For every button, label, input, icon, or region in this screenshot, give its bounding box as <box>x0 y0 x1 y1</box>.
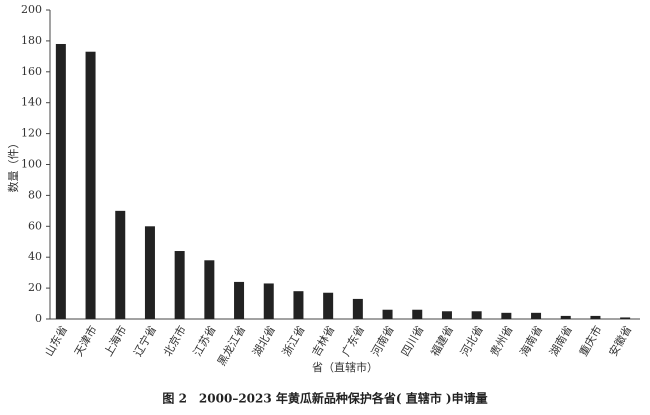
bar <box>471 311 482 319</box>
x-tick-label: 安徽省 <box>606 323 635 359</box>
bar <box>412 309 423 319</box>
x-tick-label: 吉林省 <box>309 323 338 359</box>
x-tick-label: 河北省 <box>458 324 486 359</box>
x-tick-label: 河南省 <box>369 324 397 359</box>
x-tick-label: 贵州省 <box>488 323 516 358</box>
y-tick-label: 200 <box>21 3 42 16</box>
bar <box>531 312 542 319</box>
x-tick-label: 浙江省 <box>280 324 308 359</box>
x-tick-label: 广东省 <box>339 324 367 359</box>
x-tick-label: 江苏省 <box>191 324 219 359</box>
y-tick-label: 120 <box>21 127 42 140</box>
bar <box>560 315 571 319</box>
bar <box>382 309 393 319</box>
y-axis-label: 数量（件） <box>7 138 20 193</box>
x-tick-label: 黑龙江省 <box>215 324 248 369</box>
y-tick-label: 40 <box>28 250 42 263</box>
y-tick-label: 140 <box>21 96 42 109</box>
bar <box>144 226 155 319</box>
bar <box>115 210 126 319</box>
x-tick-label: 海南省 <box>517 323 546 359</box>
y-tick-label: 180 <box>21 34 42 47</box>
bar <box>234 281 245 319</box>
chart-title: 图 2 2000–2023 年黄瓜新品种保护各省( 直辖市 )申请量 <box>162 391 487 406</box>
bar <box>441 311 452 319</box>
y-tick-label: 160 <box>21 65 42 78</box>
x-tick-label: 湖北省 <box>250 324 278 359</box>
x-tick-label: 四川省 <box>399 324 427 359</box>
y-tick-label: 0 <box>35 312 42 325</box>
y-tick-label: 60 <box>28 219 42 232</box>
x-tick-label: 上海市 <box>101 323 130 359</box>
x-tick-label: 山东省 <box>42 324 70 359</box>
x-tick-label: 湖南省 <box>547 324 575 359</box>
x-axis-label: 省（直辖市） <box>312 360 378 374</box>
x-tick-label: 天津市 <box>71 323 100 359</box>
bar <box>590 315 601 319</box>
x-tick-label: 北京市 <box>160 323 189 359</box>
bar <box>55 43 66 320</box>
x-tick-label: 重庆市 <box>576 323 605 359</box>
bar <box>501 312 512 319</box>
y-tick-label: 100 <box>21 158 42 171</box>
y-tick-label: 20 <box>28 281 42 294</box>
bar <box>293 291 304 319</box>
x-tick-label: 福建省 <box>428 323 457 359</box>
x-tick-label: 辽宁省 <box>131 323 160 359</box>
bar <box>323 292 334 319</box>
y-tick-label: 80 <box>28 188 42 201</box>
bar <box>263 283 274 319</box>
bar <box>352 298 363 319</box>
bar <box>204 260 215 319</box>
bar <box>620 317 631 319</box>
bar <box>85 51 96 320</box>
bar <box>174 251 185 319</box>
